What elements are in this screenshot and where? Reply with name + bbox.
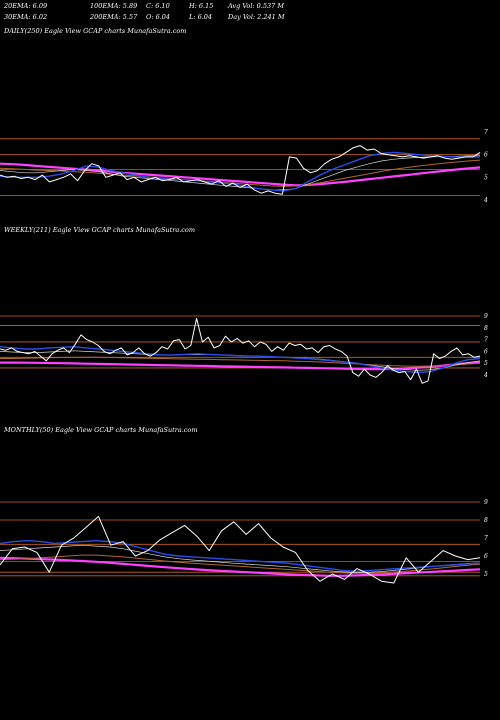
weekly-y-tick-5: 4 xyxy=(483,372,488,379)
monthly-ema100-line xyxy=(0,554,481,574)
monthly-y-tick-3: 6 xyxy=(484,553,488,560)
daily-y-tick-1: 6 xyxy=(484,152,488,159)
daily-price-line xyxy=(0,145,481,195)
header-row2-col5: Day Vol: 2.241 M xyxy=(228,13,285,21)
weekly-ema200-line xyxy=(0,360,481,371)
weekly-ema100-line xyxy=(0,356,481,367)
weekly-y-tick-4: 5 xyxy=(484,360,488,367)
weekly-panel-title: WEEKLY(211) Eagle View GCAP charts Munaf… xyxy=(4,226,195,234)
daily-ema100-line xyxy=(0,159,481,187)
header-row2-col2: 200EMA: 5.57 xyxy=(90,13,138,21)
daily-y-tick-0: 7 xyxy=(484,129,488,136)
monthly-price-line xyxy=(0,515,481,584)
weekly-y-tick-2: 7 xyxy=(484,337,488,344)
weekly-y-tick-0: 9 xyxy=(484,313,488,320)
monthly-y-tick-0: 9 xyxy=(484,499,488,506)
weekly-ema20-line xyxy=(0,346,481,374)
monthly-y-tick-2: 7 xyxy=(484,535,488,542)
weekly-y-tick-1: 8 xyxy=(484,325,488,332)
weekly-price-line xyxy=(0,317,481,384)
weekly-y-tick-3: 6 xyxy=(484,348,488,355)
header-row2-col3: O: 6.04 xyxy=(146,13,171,21)
header-row1-col1: 20EMA: 6.09 xyxy=(4,2,48,10)
daily-ema20-line xyxy=(0,151,480,192)
header-row1-col3: C: 6.10 xyxy=(146,2,170,10)
header-row2-col1: 30EMA: 6.02 xyxy=(4,13,48,21)
header-row1-col2: 100EMA: 5.89 xyxy=(90,2,138,10)
monthly-y-tick-1: 8 xyxy=(484,517,488,524)
monthly-y-tick-4: 5 xyxy=(484,571,488,578)
daily-y-tick-3: 4 xyxy=(483,197,488,204)
daily-y-tick-2: 5 xyxy=(484,174,488,181)
monthly-panel-title: MONTHLY(50) Eagle View GCAP charts Munaf… xyxy=(4,426,198,434)
header-row1-col5: Avg Vol: 0.537 M xyxy=(228,2,285,10)
daily-panel-title: DAILY(250) Eagle View GCAP charts Munafa… xyxy=(4,27,187,35)
header-row1-col4: H: 6.15 xyxy=(189,2,214,10)
monthly-ema20-line xyxy=(0,540,481,572)
header-row2-col4: L: 6.04 xyxy=(189,13,213,21)
monthly-ema200-line xyxy=(0,556,481,577)
daily-ema200-line xyxy=(0,162,481,187)
